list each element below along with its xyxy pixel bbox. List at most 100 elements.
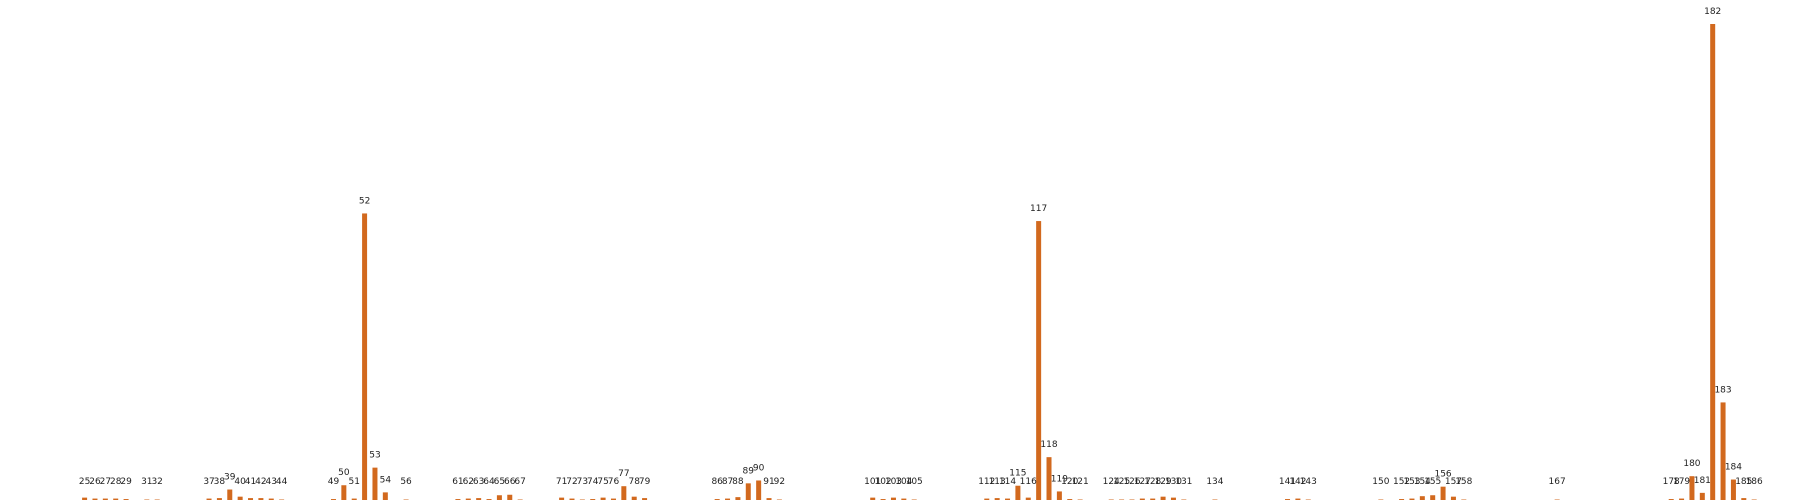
data-label-61: 61 [452,477,463,487]
bar-75 [600,497,606,500]
bar-101 [870,497,876,500]
bar-89 [745,483,751,500]
bar-71 [559,497,565,500]
bar-182 [1710,24,1716,500]
data-label-181: 181 [1694,476,1711,486]
bar-76 [610,498,616,500]
data-label-44: 44 [276,477,288,487]
data-label-142: 142 [1289,477,1306,487]
data-label-91: 91 [763,477,774,487]
data-label-54: 54 [380,475,392,485]
bar-179 [1679,498,1685,500]
data-label-89: 89 [743,466,755,476]
data-label-87: 87 [722,477,733,487]
data-label-154: 154 [1414,477,1431,487]
data-label-71: 71 [556,477,567,487]
bar-group [82,24,1757,500]
bar-65 [496,495,502,500]
data-label-126: 126 [1123,477,1140,487]
bar-28 [113,498,119,500]
bar-91 [766,498,772,500]
bar-88 [735,497,741,500]
data-label-127: 127 [1134,477,1151,487]
bar-115 [1015,485,1021,500]
bar-66 [507,494,513,500]
bar-156 [1440,486,1446,500]
data-label-37: 37 [203,477,214,487]
data-label-158: 158 [1455,477,1472,487]
bar-51 [351,498,357,500]
data-label-143: 143 [1300,477,1317,487]
data-label-178: 178 [1663,477,1680,487]
data-label-102: 102 [874,477,891,487]
bar-153 [1409,498,1415,500]
data-label-153: 153 [1403,477,1420,487]
bar-118 [1046,457,1052,500]
data-label-115: 115 [1009,469,1026,479]
data-label-184: 184 [1725,463,1742,473]
data-label-128: 128 [1144,477,1161,487]
data-label-129: 129 [1154,477,1171,487]
data-label-49: 49 [328,477,340,487]
data-label-117: 117 [1030,204,1047,214]
bar-41 [248,498,254,500]
data-label-113: 113 [989,477,1006,487]
data-label-104: 104 [895,477,912,487]
bar-77 [621,486,627,500]
data-label-77: 77 [618,469,629,479]
data-label-25: 25 [79,477,90,487]
bar-130 [1170,497,1176,500]
data-label-38: 38 [214,477,226,487]
data-label-66: 66 [504,477,516,487]
data-label-155: 155 [1424,477,1441,487]
data-label-40: 40 [234,477,246,487]
bar-63 [476,498,482,500]
data-label-118: 118 [1040,440,1057,450]
data-label-141: 141 [1279,477,1296,487]
bar-127 [1139,498,1145,500]
bar-157 [1450,496,1456,500]
data-label-62: 62 [463,477,474,487]
data-label-67: 67 [514,477,525,487]
data-label-156: 156 [1434,470,1451,480]
bar-181 [1699,492,1705,500]
bar-26 [92,498,98,500]
data-label-103: 103 [885,477,902,487]
bar-72 [569,498,575,500]
data-label-167: 167 [1549,477,1566,487]
data-label-90: 90 [753,463,765,473]
data-label-72: 72 [566,477,577,487]
data-label-78: 78 [628,477,640,487]
bar-90 [756,480,762,500]
data-label-50: 50 [338,468,350,478]
data-label-183: 183 [1714,385,1731,395]
data-label-125: 125 [1113,477,1130,487]
data-label-65: 65 [494,477,505,487]
bar-54 [382,492,388,500]
data-label-63: 63 [473,477,484,487]
bar-27 [102,498,108,500]
bar-43 [268,498,274,500]
data-label-105: 105 [906,477,923,487]
data-label-52: 52 [359,196,370,206]
data-label-112: 112 [978,477,995,487]
data-label-56: 56 [400,477,412,487]
bar-103 [890,497,896,500]
data-label-32: 32 [151,477,162,487]
data-label-152: 152 [1393,477,1410,487]
data-label-79: 79 [639,477,651,487]
data-label-86: 86 [711,477,723,487]
data-label-179: 179 [1673,477,1690,487]
data-label-124: 124 [1103,477,1120,487]
data-label-51: 51 [348,477,359,487]
bar-114 [1005,498,1011,500]
bar-53 [372,467,378,500]
bar-155 [1430,495,1436,500]
bar-42 [258,498,264,500]
bar-39 [227,489,233,500]
bar-50 [341,485,347,500]
bar-40 [237,496,243,500]
bar-37 [206,498,212,500]
